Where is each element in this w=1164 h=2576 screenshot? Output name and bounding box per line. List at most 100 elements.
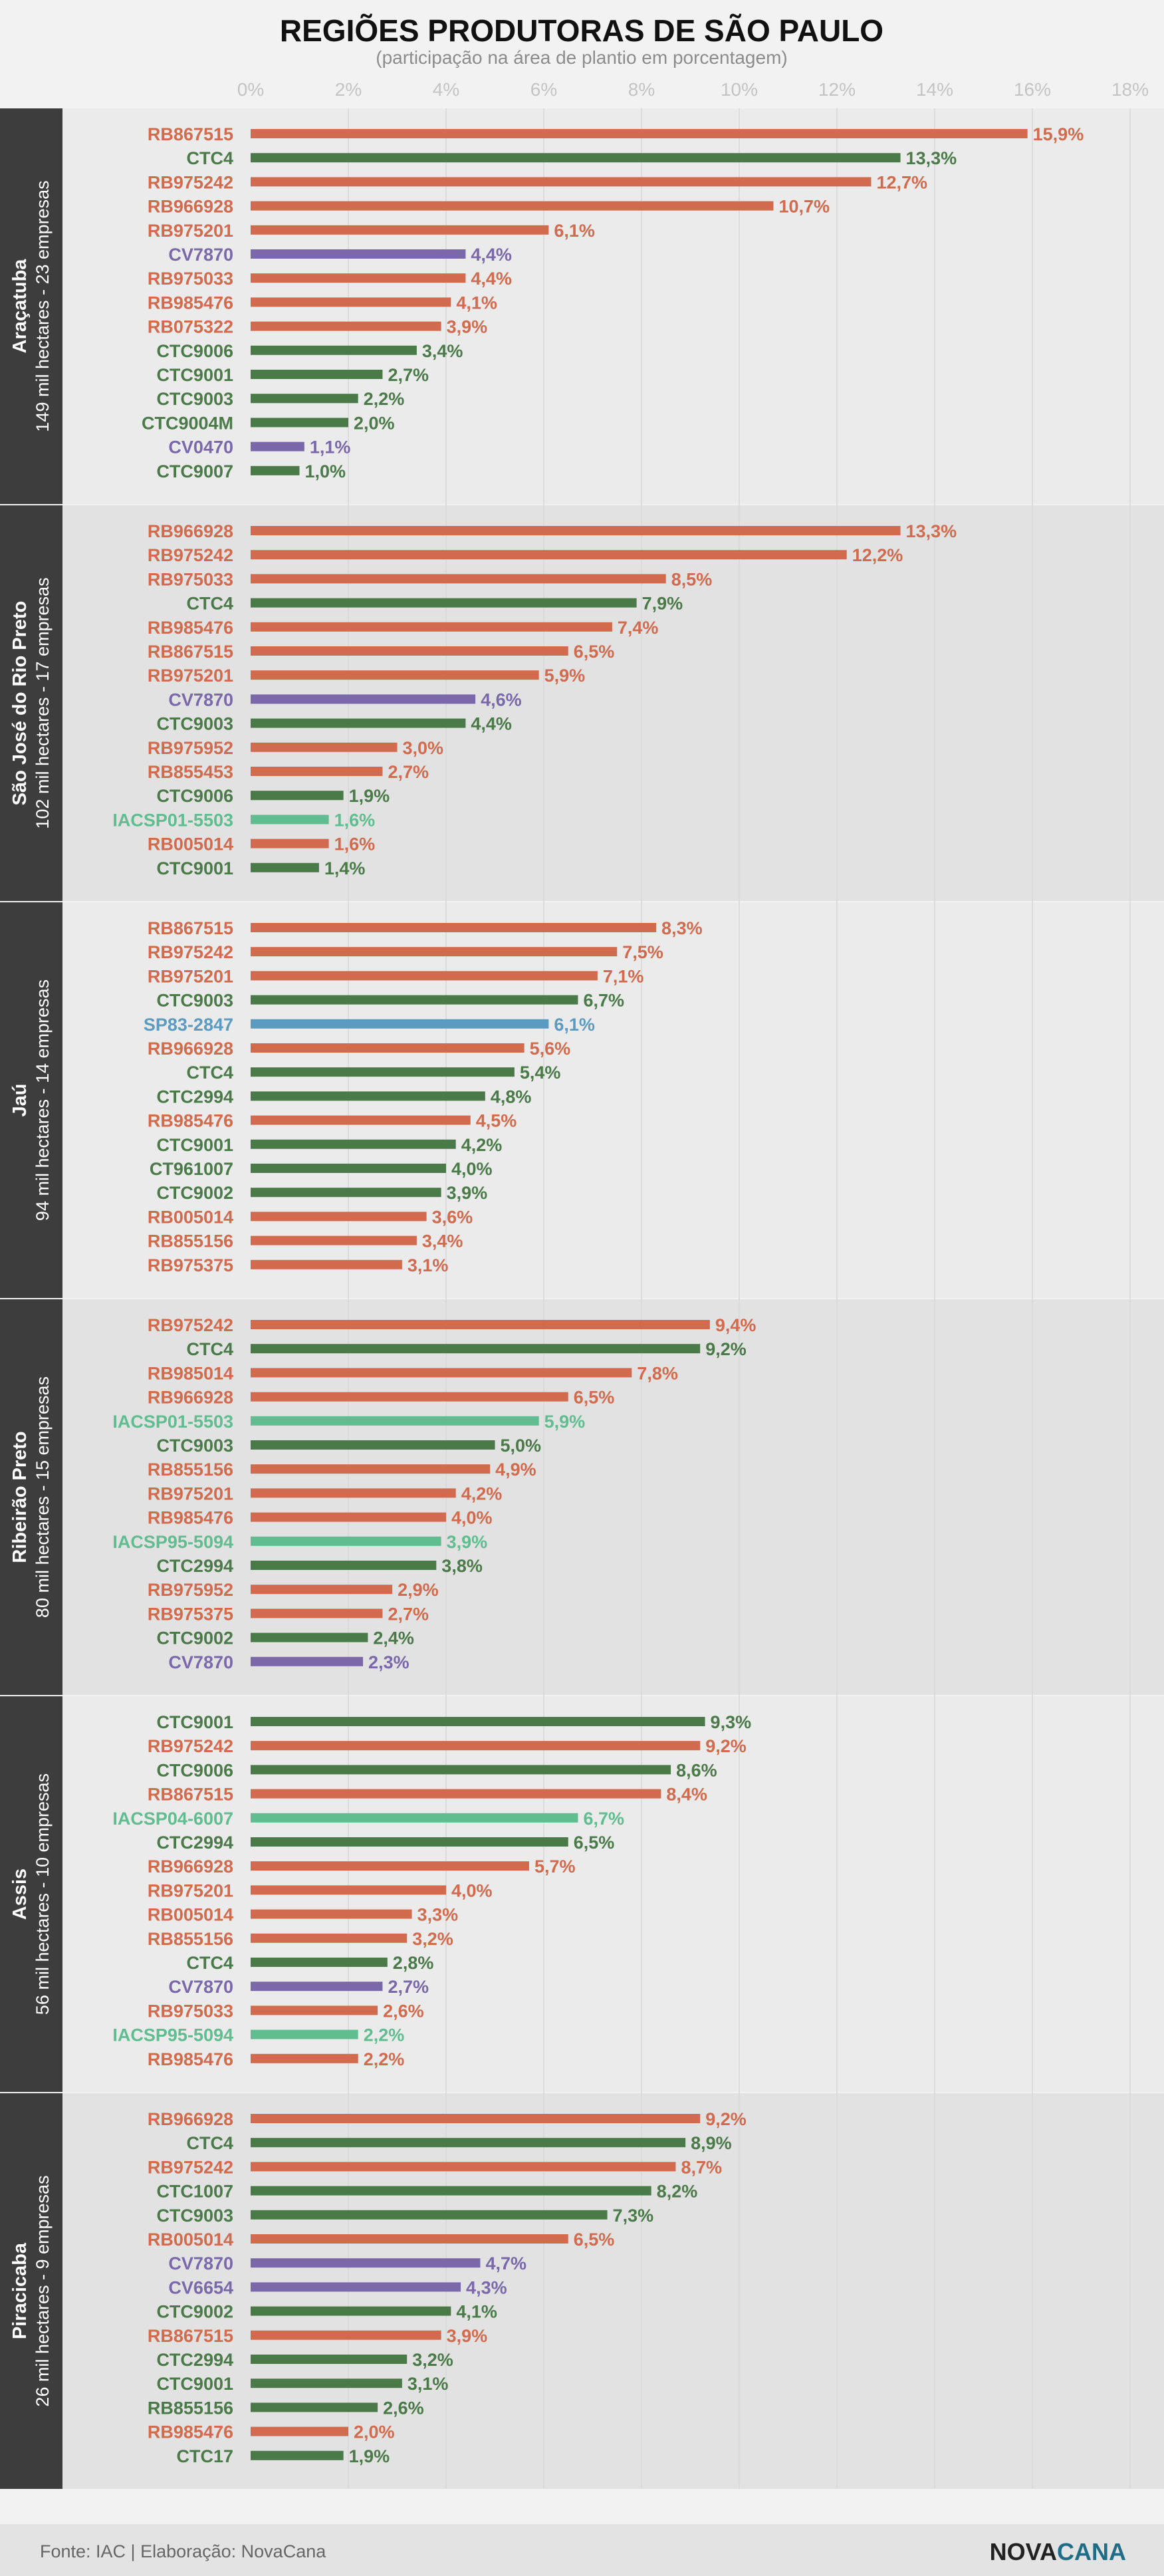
bar-category-label: CTC9001 <box>156 1135 233 1155</box>
bar <box>251 370 383 379</box>
bar-category-label: CTC2994 <box>156 1833 233 1853</box>
bar <box>251 1982 383 1992</box>
bar <box>251 694 476 704</box>
bar-value-label: 7,8% <box>637 1363 678 1383</box>
bar <box>251 791 344 801</box>
bar-value-label: 2,2% <box>364 2049 405 2069</box>
bar-category-label: CTC4 <box>186 2133 233 2153</box>
bar-value-label: 3,4% <box>422 341 463 361</box>
region-sidebar <box>0 2093 62 2489</box>
bar <box>251 2355 407 2364</box>
bar-category-label: RB966928 <box>148 1039 233 1059</box>
bar <box>251 1561 437 1570</box>
bar <box>251 1212 427 1222</box>
footer-background <box>0 2524 1164 2576</box>
bar-value-label: 6,1% <box>554 1015 595 1035</box>
bar-category-label: CTC9007 <box>156 461 233 481</box>
bar <box>251 2426 348 2436</box>
bar <box>251 1585 393 1595</box>
bar-category-label: RB985476 <box>148 2049 233 2069</box>
bar <box>251 646 568 656</box>
region-panel: Jaú 94 mil hectares - 14 empresas <box>0 902 1164 1298</box>
bar-category-label: CTC9001 <box>156 1712 233 1732</box>
bar <box>251 1536 441 1546</box>
bar-category-label: RB975375 <box>148 1604 233 1624</box>
bar-value-label: 12,7% <box>876 172 927 192</box>
bar <box>251 129 1028 138</box>
bar-category-label: SP83-2847 <box>144 1015 233 1035</box>
bar-value-label: 4,3% <box>466 2277 507 2297</box>
bar-value-label: 13,3% <box>906 148 957 168</box>
bar <box>251 2330 441 2340</box>
bar <box>251 249 466 259</box>
bar-category-label: CTC9004M <box>142 413 233 433</box>
bar-value-label: 3,1% <box>407 1255 449 1275</box>
bar-value-label: 2,6% <box>383 2398 424 2418</box>
bar-category-label: RB867515 <box>148 642 233 662</box>
bar-category-label: RB975242 <box>148 942 233 962</box>
bar-value-label: 3,1% <box>407 2374 449 2394</box>
bar <box>251 2005 378 2015</box>
bar-category-label: RB855156 <box>148 1231 233 1251</box>
bar-value-label: 6,7% <box>583 1809 624 1829</box>
bar-category-label: IACSP95-5094 <box>112 2025 233 2045</box>
bar-value-label: 6,5% <box>574 2230 615 2250</box>
bar-category-label: CV7870 <box>168 690 233 709</box>
bar <box>251 1512 446 1522</box>
region-sidebar <box>0 1696 62 2092</box>
bar-value-label: 9,2% <box>705 1736 747 1756</box>
bar <box>251 1019 549 1029</box>
bar-category-label: RB966928 <box>148 521 233 541</box>
panel-bars: RB867515 15,9% CTC4 13,3% RB975242 12,7% RB966… <box>142 124 1084 481</box>
bar <box>251 718 466 728</box>
bar-category-label: RB855453 <box>148 762 233 782</box>
region-info: 94 mil hectares - 14 empresas <box>33 979 53 1221</box>
bar-value-label: 3,9% <box>447 1183 488 1203</box>
bar-value-label: 3,8% <box>441 1556 483 1576</box>
bar-value-label: 2,2% <box>364 389 405 409</box>
bar <box>251 742 398 752</box>
bar-value-label: 4,2% <box>461 1483 503 1503</box>
bar <box>251 1837 568 1847</box>
panel-bars: RB966928 13,3% RB975242 12,2% RB975033 8,5% CT… <box>112 521 957 878</box>
bar <box>251 1609 383 1618</box>
bar <box>251 2138 686 2148</box>
bar-value-label: 15,9% <box>1033 124 1084 144</box>
bar <box>251 2114 701 2123</box>
bar-category-label: CTC9006 <box>156 1760 233 1780</box>
bar-category-label: IACSP95-5094 <box>112 1532 233 1552</box>
region-info: 80 mil hectares - 15 empresas <box>33 1376 53 1618</box>
bar-value-label: 2,2% <box>364 2025 405 2045</box>
bar-category-label: RB975201 <box>148 221 233 241</box>
panel-bars: CTC9001 9,3% RB975242 9,2% CTC9006 8,6% RB8675… <box>112 1712 751 2069</box>
bar-category-label: CV7870 <box>168 1977 233 1997</box>
bar-category-label: RB985476 <box>148 618 233 638</box>
bar-value-label: 8,5% <box>671 569 713 589</box>
bar <box>251 1632 368 1642</box>
bar-value-label: 3,4% <box>422 1231 463 1251</box>
x-tick-label: 4% <box>433 79 459 100</box>
bar-category-label: RB975201 <box>148 1483 233 1503</box>
bar-category-label: RB855156 <box>148 1929 233 1949</box>
bar-value-label: 10,7% <box>778 197 830 217</box>
bar-category-label: CV7870 <box>168 2254 233 2273</box>
bar <box>251 574 666 584</box>
region-sidebar <box>0 505 62 901</box>
bar-value-label: 3,9% <box>447 1532 488 1552</box>
bar-value-label: 2,0% <box>354 2422 395 2442</box>
bar-category-label: RB867515 <box>148 918 233 938</box>
bar-category-label: IACSP04-6007 <box>112 1809 233 1829</box>
bar-value-label: 2,6% <box>383 2001 424 2021</box>
x-tick-label: 12% <box>818 79 856 100</box>
x-tick-label: 16% <box>1014 79 1051 100</box>
logo-nova: NOVA <box>990 2538 1057 2565</box>
bar <box>251 1139 456 1149</box>
bar-category-label: CTC9003 <box>156 714 233 734</box>
bar-category-label: CTC4 <box>186 148 233 168</box>
footer-source: Fonte: IAC | Elaboração: NovaCana <box>40 2541 326 2561</box>
bar <box>251 2234 568 2244</box>
bar-category-label: RB975033 <box>148 2001 233 2021</box>
region-panel: Assis 56 mil hectares - 10 empresas <box>0 1696 1164 2092</box>
bar-value-label: 6,1% <box>554 221 595 241</box>
bar <box>251 767 383 776</box>
